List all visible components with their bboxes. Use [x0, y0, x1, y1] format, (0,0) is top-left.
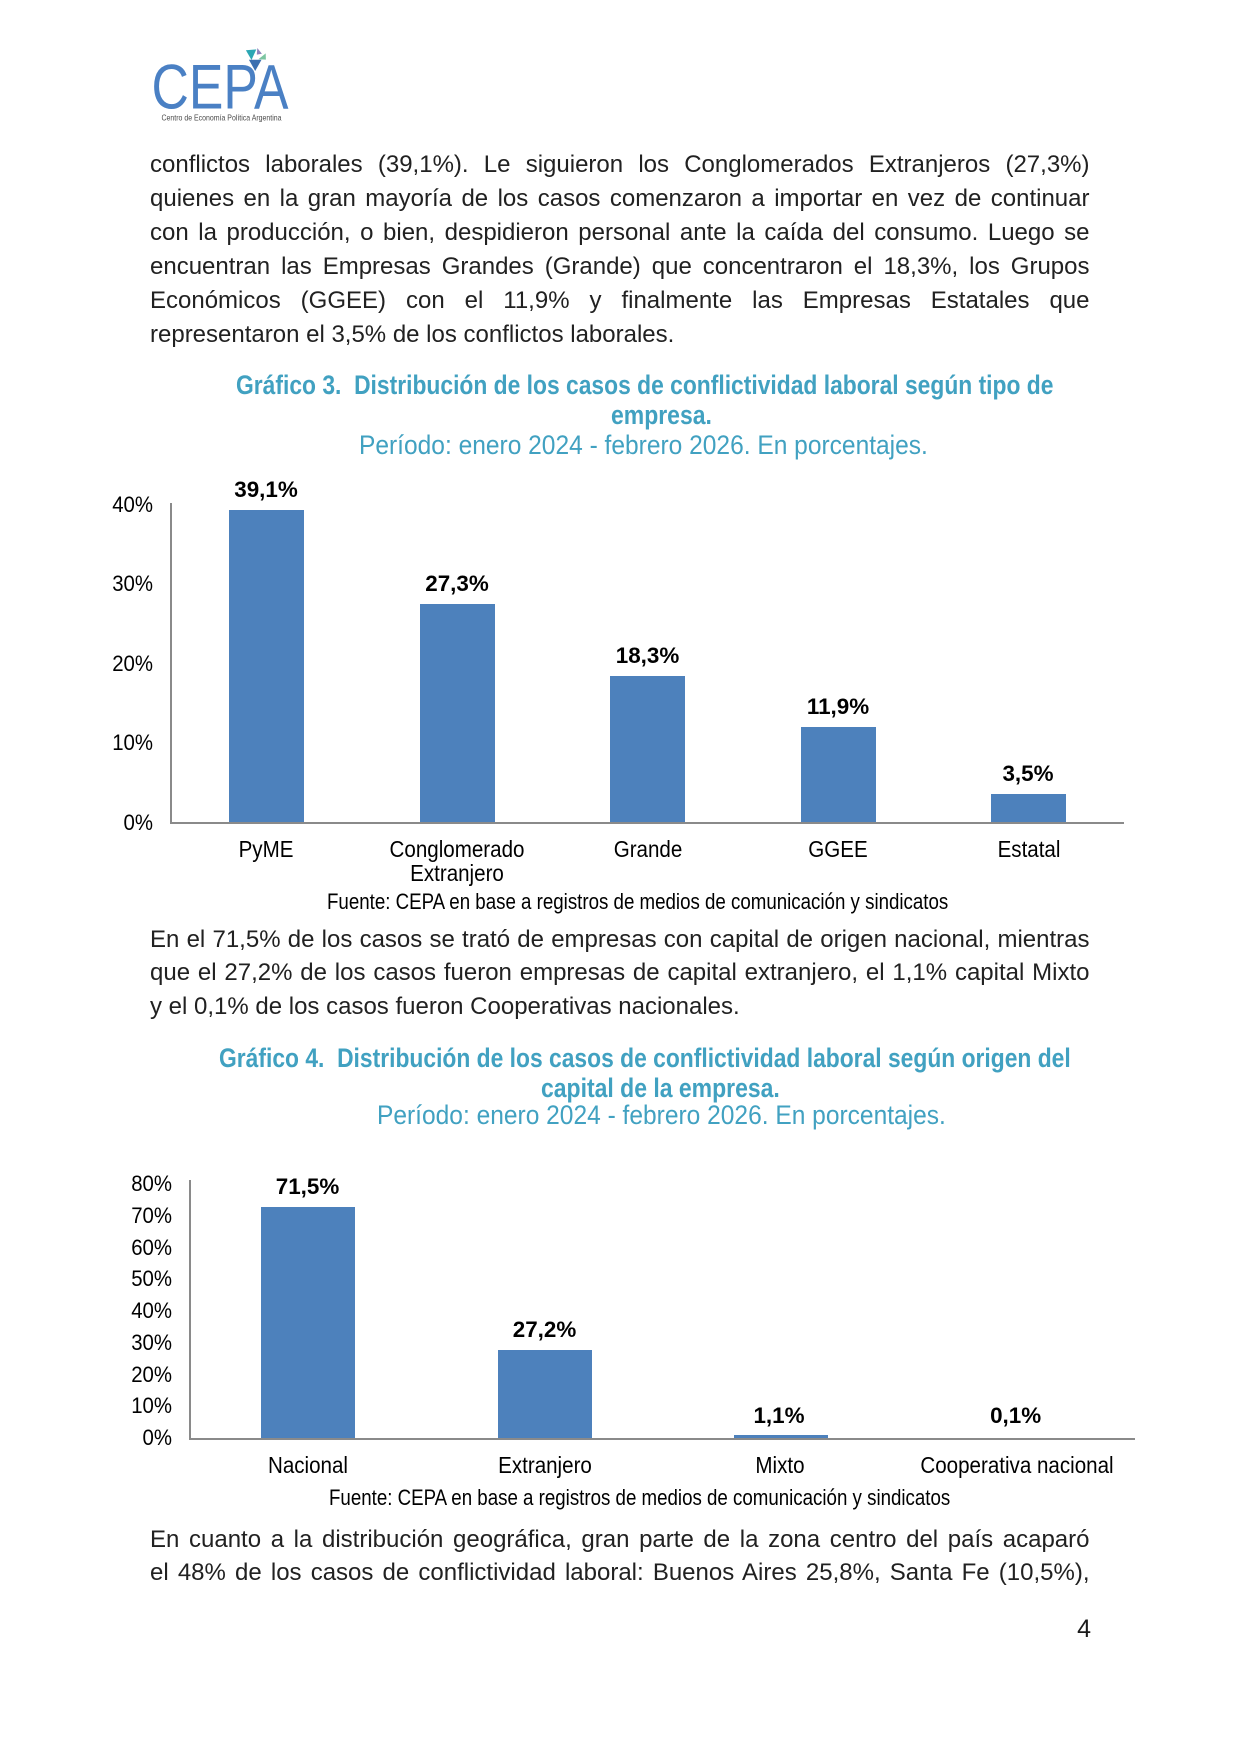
svg-text:CEPA: CEPA — [152, 52, 289, 122]
svg-text:Centro de Economía Política Ar: Centro de Economía Política Argentina — [162, 114, 282, 123]
